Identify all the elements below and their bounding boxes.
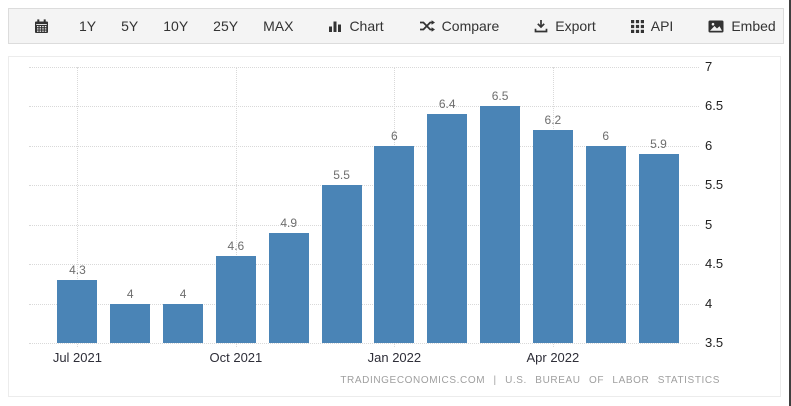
y-tick-label: 3.5 (705, 335, 724, 350)
bar[interactable] (585, 145, 626, 343)
bar-value-label: 6 (391, 128, 398, 143)
window-right-edge (789, 0, 791, 406)
bar-value-label: 4.6 (227, 239, 245, 254)
bar-value-label: 4 (179, 286, 187, 301)
bar[interactable] (427, 114, 468, 343)
v-gridline (77, 67, 79, 347)
h-gridline (29, 264, 699, 266)
bar-value-label: 6.4 (438, 97, 456, 112)
bar-column: 4.9 (262, 67, 315, 343)
range-10y-label: 10Y (163, 18, 189, 34)
calendar-button[interactable] (28, 15, 55, 38)
bar-chart-icon (328, 19, 342, 33)
v-gridline (235, 67, 237, 347)
bar-value-label: 6.5 (491, 89, 509, 104)
bar[interactable] (268, 232, 309, 343)
api-button[interactable]: API (622, 14, 683, 38)
chart-type-label: Chart (349, 18, 384, 34)
bar-column: 4 (104, 67, 157, 343)
chart-toolbar: 1Y 5Y 10Y 25Y MAX Chart (8, 8, 784, 44)
calendar-icon (34, 18, 49, 34)
range-25y-button[interactable]: 25Y (204, 14, 247, 38)
shuffle-icon (419, 19, 435, 33)
range-5y-label: 5Y (121, 18, 139, 34)
bar[interactable] (532, 130, 573, 343)
bar-column: Jul 2021 4.3 (51, 67, 104, 365)
bar-value-label: 6.2 (544, 113, 562, 128)
x-tick-label: Oct 2021 (209, 350, 263, 365)
bar-value-label: 5.5 (333, 168, 350, 183)
y-tick-label: 7 (705, 59, 713, 74)
bar[interactable] (110, 303, 151, 343)
bars-area: Jul 2021 4.3 4 4 Oct 2021 4.6 4.9 5.5 Jan 2022 6 6… (51, 67, 685, 365)
range-25y-label: 25Y (213, 18, 239, 34)
export-button[interactable]: Export (525, 14, 604, 38)
embed-button[interactable]: Embed (699, 14, 784, 38)
bar-column: 5.9 (632, 67, 685, 343)
embed-label: Embed (731, 18, 776, 34)
bar-column: Apr 2022 6.2 (526, 67, 579, 365)
y-tick-label: 6.5 (705, 98, 724, 114)
range-max-label: MAX (263, 18, 294, 34)
bar-column: Oct 2021 4.6 (209, 67, 262, 365)
plot-area (29, 67, 699, 344)
bar-column: 5.5 (315, 67, 368, 343)
bar[interactable] (374, 145, 415, 343)
attribution-text: TRADINGECONOMICS.COM | U.S. BUREAU OF LA… (340, 375, 720, 386)
h-gridline (29, 106, 699, 108)
y-tick-label: 5.5 (705, 177, 724, 193)
range-1y-button[interactable]: 1Y (70, 14, 105, 38)
bar-value-label: 6 (602, 128, 610, 143)
h-gridline (29, 343, 699, 344)
bar-column: 6.5 (474, 67, 527, 343)
bar[interactable] (638, 153, 679, 343)
x-tick-label: Jan 2022 (367, 350, 422, 365)
api-label: API (650, 18, 674, 34)
bar[interactable] (57, 279, 98, 343)
bar-column: Jan 2022 6 (368, 67, 421, 365)
h-gridline (29, 224, 699, 226)
bar[interactable] (321, 185, 362, 343)
bar-column: 6 (579, 67, 632, 343)
bar-value-label: 5.9 (650, 136, 667, 151)
bar[interactable] (215, 256, 256, 343)
h-gridline (29, 145, 699, 147)
bar-value-label: 4.3 (69, 262, 86, 277)
bar[interactable] (480, 106, 521, 343)
x-tick-label: Jul 2021 (52, 350, 102, 365)
bar-column: 4 (157, 67, 210, 343)
y-tick-label: 5 (705, 216, 713, 232)
image-icon (708, 20, 724, 33)
bar-value-label: 4.9 (280, 215, 298, 230)
x-tick-label: Apr 2022 (526, 350, 580, 365)
download-icon (534, 19, 548, 33)
chart-card: 7 6.5 6 5.5 5 4.5 4 3.5 Jul 2021 4.3 4 4 Oct 2021 4.… (8, 56, 781, 397)
h-gridline (29, 185, 699, 187)
bar-column: 6.4 (421, 67, 474, 343)
y-tick-label: 6 (705, 137, 713, 153)
range-max-button[interactable]: MAX (254, 14, 302, 38)
compare-button[interactable]: Compare (410, 14, 509, 38)
h-gridline (29, 303, 699, 305)
h-gridline (29, 67, 699, 68)
export-label: Export (555, 18, 596, 34)
range-1y-label: 1Y (79, 18, 97, 34)
range-10y-button[interactable]: 10Y (154, 14, 197, 38)
y-tick-label: 4.5 (705, 256, 724, 272)
chart-type-button[interactable]: Chart (319, 14, 392, 38)
y-tick-label: 4 (705, 295, 713, 311)
range-5y-button[interactable]: 5Y (112, 14, 147, 38)
compare-label: Compare (441, 18, 500, 34)
y-axis: 7 6.5 6 5.5 5 4.5 4 3.5 (705, 59, 755, 350)
grid-icon (630, 19, 644, 33)
bar[interactable] (163, 303, 204, 343)
bar-value-label: 4 (126, 286, 134, 301)
